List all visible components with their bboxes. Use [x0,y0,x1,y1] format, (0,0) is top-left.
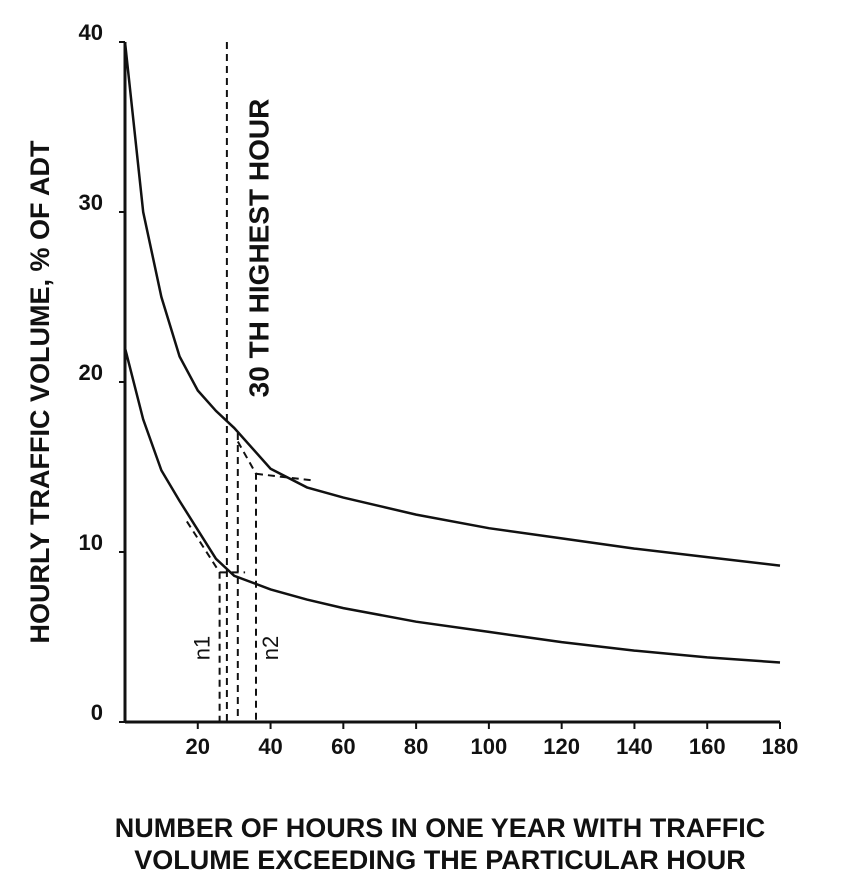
x-tick-label: 40 [258,734,282,759]
x-tick-label: 180 [762,734,799,759]
x-tick-label: 140 [616,734,653,759]
x-tick-label: 100 [471,734,508,759]
reference-label: 30 TH HIGHEST HOUR [243,99,274,398]
reference-label: n1 [189,636,214,660]
y-tick-label: 0 [91,700,103,725]
series-line [123,347,781,664]
series-line [123,41,781,567]
reference-line [186,520,221,722]
x-tick-label: 80 [404,734,428,759]
y-tick-label: 40 [79,20,103,45]
x-tick-label: 20 [186,734,210,759]
x-tick-label: 120 [543,734,580,759]
x-tick-label: 160 [689,734,726,759]
y-tick-label: 30 [79,190,103,215]
reference-line [255,472,315,482]
y-axis-label: HOURLY TRAFFIC VOLUME, % OF ADT [25,140,55,644]
y-tick-label: 20 [79,360,103,385]
x-axis-label: VOLUME EXCEEDING THE PARTICULAR HOUR [134,845,746,875]
reference-label: n2 [258,636,283,660]
y-tick-label: 10 [79,530,103,555]
x-axis-label: NUMBER OF HOURS IN ONE YEAR WITH TRAFFIC [115,813,766,843]
x-tick-label: 60 [331,734,355,759]
